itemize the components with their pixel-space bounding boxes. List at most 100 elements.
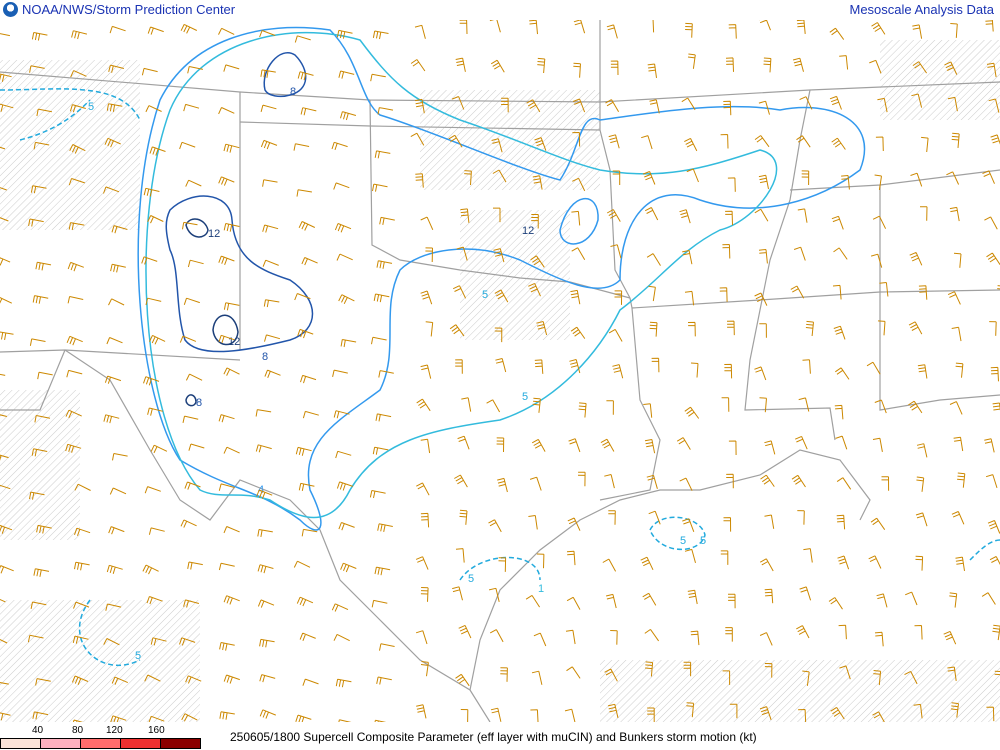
wind-barb <box>420 216 434 231</box>
wind-barb <box>488 519 502 533</box>
wind-barb <box>373 293 390 303</box>
wind-barb <box>947 666 957 681</box>
wind-barb <box>759 323 767 338</box>
wind-barb <box>180 23 198 34</box>
wind-barb <box>681 97 696 111</box>
wind-barb <box>874 399 887 414</box>
wind-barb <box>988 98 1000 113</box>
wind-barb <box>951 511 965 525</box>
wind-barb <box>829 27 845 40</box>
wind-barb <box>726 320 735 336</box>
map-caption: 250605/1800 Supercell Composite Paramete… <box>230 730 757 744</box>
wind-barb <box>66 369 83 378</box>
wind-barb <box>297 328 314 339</box>
wind-barb <box>376 676 392 685</box>
wind-barb <box>148 527 165 535</box>
wind-barb <box>796 20 806 34</box>
contour-label: 5 <box>700 535 706 547</box>
wind-barb <box>108 64 125 73</box>
wind-barb <box>338 70 355 79</box>
wind-barb <box>758 20 771 31</box>
wind-barb <box>997 285 1000 290</box>
wind-barb <box>452 586 463 601</box>
wind-barb <box>187 561 203 570</box>
wind-barb <box>803 548 813 563</box>
wind-barb <box>374 150 391 159</box>
wind-barb <box>340 562 357 573</box>
wind-barb <box>565 629 576 645</box>
wind-barb <box>600 438 615 452</box>
wind-barb <box>452 285 467 299</box>
wind-barb <box>868 555 882 569</box>
contour-label: 12 <box>208 228 220 240</box>
wind-barb <box>464 170 472 186</box>
wind-barb <box>410 132 425 146</box>
wind-barb <box>491 138 503 153</box>
wind-barb <box>796 135 811 148</box>
wind-barb <box>644 628 660 642</box>
wind-barb <box>264 334 281 342</box>
wind-barb <box>614 290 623 305</box>
wind-barb <box>754 292 768 306</box>
wind-barb <box>571 210 581 226</box>
wind-barb <box>790 285 805 299</box>
wind-barb <box>829 95 842 110</box>
legend-tick: 80 <box>72 725 84 736</box>
wind-barb <box>103 414 120 424</box>
wind-barb <box>528 515 538 530</box>
wind-barb <box>989 321 997 336</box>
wind-barb <box>646 253 661 266</box>
wind-barb <box>256 489 273 499</box>
wind-barb <box>182 221 198 230</box>
wind-barb <box>70 70 87 78</box>
wind-barb <box>68 178 85 186</box>
wind-barb <box>30 185 47 194</box>
wind-barb <box>526 99 541 113</box>
wind-barb <box>74 561 90 571</box>
wind-barb <box>262 179 278 187</box>
contour-5 <box>0 88 141 141</box>
wind-barb <box>142 564 159 575</box>
wind-barb <box>642 592 657 606</box>
wind-barb <box>725 57 734 72</box>
wind-barb <box>533 632 547 647</box>
contour-4b <box>559 197 599 245</box>
wind-barb <box>676 437 691 450</box>
wind-barb <box>218 414 235 423</box>
wind-barb <box>679 477 693 491</box>
header: NOAA/NWS/Storm Prediction Center Mesosca… <box>0 0 1000 20</box>
wind-barb <box>106 337 123 345</box>
wind-barb <box>179 335 197 343</box>
wind-barb <box>420 512 430 528</box>
wind-barb <box>425 247 433 263</box>
wind-barb <box>608 510 616 525</box>
wind-barb <box>223 302 240 311</box>
wind-barb <box>0 297 13 304</box>
contour-label: 1 <box>538 583 544 595</box>
wind-barb <box>839 665 851 680</box>
wind-barb <box>690 630 700 646</box>
wind-barb <box>915 555 924 571</box>
wind-barb <box>109 487 127 495</box>
wind-barb <box>909 251 923 266</box>
wind-barb <box>257 599 275 608</box>
wind-barb <box>910 172 923 187</box>
wind-barb <box>875 136 884 152</box>
wind-barb <box>302 410 319 419</box>
contour-label: 5 <box>522 391 528 403</box>
wind-barb <box>831 137 846 150</box>
wind-barb <box>494 289 509 303</box>
wind-barb <box>376 260 393 269</box>
wind-barb <box>65 443 82 453</box>
wind-barb <box>29 65 45 73</box>
wind-barb <box>764 588 774 604</box>
wind-barb <box>69 104 86 113</box>
wind-barb <box>612 364 624 379</box>
wind-barb <box>908 321 923 335</box>
wind-barb <box>68 222 85 231</box>
wind-barb <box>104 375 122 384</box>
wind-barb <box>946 171 960 185</box>
wind-barb <box>764 514 775 529</box>
wind-barb <box>982 170 995 184</box>
